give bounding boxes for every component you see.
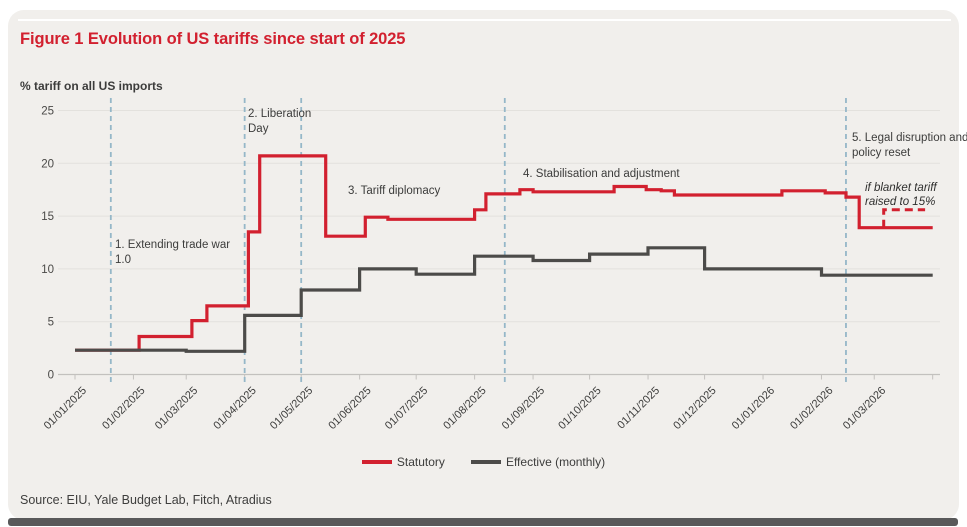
- x-tick-label: 01/10/2025: [556, 385, 603, 432]
- y-tick-label: 25: [41, 106, 54, 118]
- figure-card: Figure 1 Evolution of US tariffs since s…: [8, 10, 967, 520]
- statutory-line: [75, 154, 933, 352]
- legend-label-effective: Effective (monthly): [505, 455, 606, 469]
- phase-label-4: 4. Stabilisation and adjustment: [523, 168, 680, 180]
- phase-label-1: 1. Extending trade war 1.0: [115, 239, 231, 266]
- y-tick-label: 10: [41, 264, 54, 276]
- effective-line-swatch: [470, 460, 501, 464]
- phase-label-2: 2. Liberation Day: [248, 108, 312, 135]
- x-tick-label: 01/11/2025: [615, 385, 662, 432]
- x-tick-label: 01/07/2025: [383, 385, 430, 432]
- legend-label-statutory: Statutory: [396, 455, 445, 469]
- x-tick-label: 01/02/2026: [788, 385, 835, 432]
- legend-item-statutory: Statutory: [361, 455, 445, 469]
- y-axis-title: % tariff on all US imports: [20, 79, 163, 93]
- y-tick-label: 5: [48, 317, 54, 329]
- scenario-annotation: if blanket tariff raised to 15%: [865, 182, 937, 208]
- x-tick-label: 01/01/2025: [42, 385, 89, 432]
- x-tick-label: 01/08/2025: [441, 385, 488, 432]
- x-tick-label: 01/06/2025: [326, 385, 373, 432]
- top-divider-rule: [18, 19, 951, 21]
- x-tick-label: 01/01/2026: [730, 385, 777, 432]
- legend-item-effective: Effective (monthly): [470, 455, 606, 469]
- x-tick-label: 01/04/2025: [211, 385, 258, 432]
- phase-label-3: 3. Tariff diplomacy: [348, 185, 441, 197]
- y-tick-label: 20: [41, 158, 54, 170]
- phase-label-5: 5. Legal disruption and policy reset: [852, 132, 967, 159]
- x-tick-label: 01/03/2025: [153, 385, 200, 432]
- bottom-bar: [8, 518, 958, 526]
- chart-legend: Statutory Effective (monthly): [8, 455, 959, 469]
- statutory-line-swatch: [361, 460, 392, 464]
- y-tick-label: 15: [41, 211, 54, 223]
- x-tick-label: 01/09/2025: [500, 385, 547, 432]
- y-tick-label: 0: [48, 370, 54, 382]
- x-tick-label: 01/12/2025: [671, 385, 718, 432]
- plot-svg: 0 5 10 15 20 25 01/01/2025 01/02/2025 01/03/2025…: [41, 98, 940, 432]
- figure-title: Figure 1 Evolution of US tariffs since s…: [20, 30, 406, 48]
- x-tick-label: 01/02/2025: [100, 385, 147, 432]
- effective-line: [75, 246, 933, 353]
- x-tick-label: 01/03/2026: [841, 385, 888, 432]
- tariff-chart: 0 5 10 15 20 25 01/01/2025 01/02/2025 01/03/2025…: [20, 95, 967, 455]
- x-tick-label: 01/05/2025: [268, 385, 315, 432]
- scenario-dashed-line: [882, 208, 926, 228]
- source-note: Source: EIU, Yale Budget Lab, Fitch, Atr…: [20, 493, 272, 507]
